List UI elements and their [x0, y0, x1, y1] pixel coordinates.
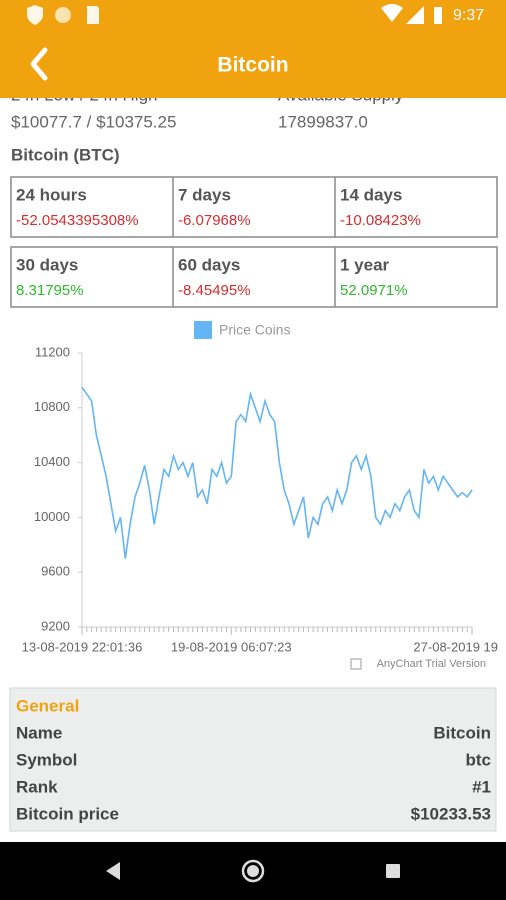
stat-label: 60 days [178, 255, 240, 274]
nav-home[interactable] [241, 859, 265, 883]
y-tick-label: 11200 [35, 344, 70, 359]
signal-icon [406, 6, 424, 24]
battery-icon [434, 7, 442, 24]
general-value: $10233.53 [411, 804, 491, 823]
stat-value: -10.08423% [340, 212, 421, 229]
general-title: General [16, 696, 79, 715]
x-tick-label: 13-08-2019 22:01:36 [22, 639, 143, 654]
app-header [0, 0, 506, 98]
stat-label: 24 hours [16, 185, 87, 204]
stats-row-border [10, 246, 498, 308]
stats-grid: 24 hours -52.0543395308% 7 days -6.07968% 14… [10, 176, 498, 308]
x-tick-label: 27-08-2019 19 [413, 639, 498, 654]
y-tick-label: 10000 [34, 509, 70, 524]
price-line [81, 386, 473, 559]
legend-swatch [194, 321, 212, 339]
stat-label: 14 days [340, 185, 402, 204]
back-button[interactable] [30, 47, 48, 81]
app-title: Bitcoin [217, 54, 288, 77]
wifi-icon [381, 4, 403, 22]
general-key: Name [16, 723, 62, 742]
sd-icon [87, 6, 99, 24]
general-bg [9, 687, 497, 832]
stat-label: 1 year [340, 255, 390, 274]
nav-recents[interactable] [386, 864, 400, 878]
shield-icon [27, 5, 43, 25]
supply-value: 17899837.0 [278, 112, 368, 131]
price-chart: Price Coins 9200 9600 10000 10400 10800 11200 1… [22, 321, 498, 670]
y-tick-label: 9200 [41, 618, 70, 633]
stat-value: 52.0971% [340, 282, 408, 299]
stat-label: 30 days [16, 255, 78, 274]
range-value: $10077.7 / $10375.25 [11, 112, 176, 131]
nav-back[interactable] [106, 862, 120, 880]
x-tick-label: 19-08-2019 06:07:23 [171, 639, 292, 654]
y-tick-label: 9600 [41, 564, 70, 579]
stats-row-border [10, 176, 498, 238]
general-key: Bitcoin price [16, 804, 119, 823]
y-tick-label: 10800 [34, 399, 70, 414]
watermark-icon [350, 658, 362, 670]
status-icon [55, 7, 71, 23]
general-value: #1 [472, 777, 491, 796]
y-tick-label: 10400 [34, 454, 70, 469]
general-key: Rank [16, 777, 58, 796]
stat-value: 8.31795% [16, 282, 84, 299]
general-value: btc [466, 750, 492, 769]
general-value: Bitcoin [433, 723, 491, 742]
watermark: AnyChart Trial Version [377, 658, 486, 670]
general-key: Symbol [16, 750, 77, 769]
general-card: General Name Bitcoin Symbol btc Rank #1 Bitcoi… [9, 687, 497, 832]
coin-heading: Bitcoin (BTC) [11, 145, 120, 164]
legend-label: Price Coins [219, 322, 291, 338]
stat-value: -6.07968% [178, 212, 251, 229]
stat-value: -52.0543395308% [16, 212, 139, 229]
status-time: 9:37 [453, 7, 484, 24]
nav-home-dot [247, 865, 259, 877]
stat-value: -8.45495% [178, 282, 251, 299]
stat-label: 7 days [178, 185, 231, 204]
